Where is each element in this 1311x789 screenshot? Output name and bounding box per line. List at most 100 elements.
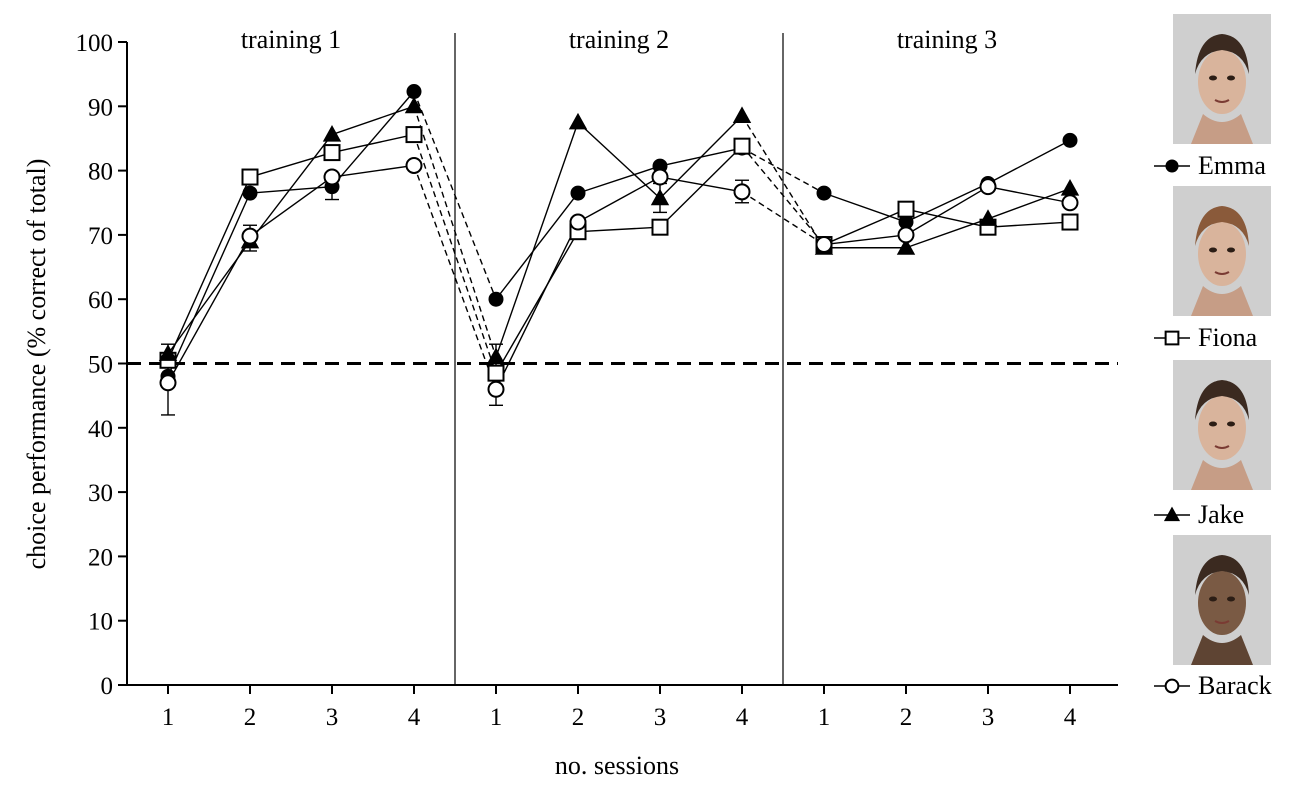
series-line-emma — [167, 192, 251, 377]
x-tick-label: 2 — [244, 704, 257, 731]
series-line-fiona — [905, 208, 989, 228]
marker-filled-triangle — [732, 106, 752, 123]
marker-open-circle — [897, 226, 915, 244]
y-tick-label: 10 — [88, 609, 113, 636]
legend-label: Emma — [1198, 151, 1266, 180]
marker-filled-triangle — [650, 188, 670, 206]
series-line-barack — [577, 176, 661, 223]
series-line-jake — [659, 115, 743, 199]
series-line-emma — [987, 139, 1071, 185]
panel-label: training 3 — [897, 25, 997, 54]
marker-filled-circle — [406, 84, 422, 100]
marker-filled-triangle — [568, 112, 588, 130]
marker-open-circle — [1164, 678, 1180, 694]
series-line-fiona — [577, 226, 661, 233]
marker-open-square — [241, 168, 259, 186]
series-line-barack — [659, 176, 743, 193]
series-line-barack — [741, 191, 825, 246]
legend-marker-open-square — [1154, 330, 1190, 346]
x-tick-label: 1 — [162, 704, 175, 731]
legend-entry-barack: Barack — [1150, 671, 1272, 701]
marker-open-circle — [569, 213, 587, 231]
series-line-fiona — [741, 145, 825, 245]
marker-filled-circle — [816, 185, 832, 201]
marker-open-square — [487, 364, 505, 382]
marker-open-circle — [241, 227, 259, 245]
x-tick-label: 3 — [982, 704, 995, 731]
y-tick-label: 100 — [76, 30, 114, 57]
axes — [118, 41, 1118, 694]
series-line-barack — [905, 186, 989, 236]
y-tick-label: 0 — [101, 673, 114, 700]
marker-open-circle — [323, 168, 341, 186]
series-line-fiona — [987, 221, 1071, 228]
series-line-barack — [167, 235, 251, 384]
x-tick-label: 4 — [408, 704, 421, 731]
series-markers — [158, 84, 1080, 398]
marker-open-circle — [979, 178, 997, 196]
marker-filled-triangle — [322, 125, 342, 142]
series-line-barack — [823, 234, 907, 246]
series-line-fiona — [413, 134, 497, 374]
x-tick-label: 3 — [326, 704, 339, 731]
legend-label: Barack — [1198, 671, 1272, 700]
series-line-emma — [413, 91, 497, 300]
series-line-barack — [249, 176, 333, 237]
legend-entry-jake: Jake — [1150, 500, 1244, 530]
series-line-emma — [331, 91, 415, 188]
x-tick-label: 1 — [490, 704, 503, 731]
marker-filled-triangle — [1163, 506, 1181, 522]
legend-marker-filled-circle — [1154, 159, 1190, 173]
legend-marker-filled-triangle — [1154, 506, 1190, 522]
marker-filled-circle — [488, 291, 504, 307]
panel-label: training 2 — [569, 25, 669, 54]
marker-open-square — [1061, 213, 1079, 231]
marker-open-circle — [815, 236, 833, 254]
marker-filled-triangle — [486, 347, 506, 365]
legend-label: Jake — [1198, 500, 1245, 529]
series-line-jake — [249, 134, 333, 242]
marker-open-circle — [487, 380, 505, 398]
series-line-jake — [987, 187, 1071, 220]
series-line-jake — [413, 106, 497, 358]
marker-open-square — [897, 200, 915, 218]
series-line-barack — [331, 164, 415, 178]
series-line-fiona — [659, 145, 743, 228]
marker-filled-circle — [570, 185, 586, 201]
y-tick-label: 20 — [88, 544, 113, 571]
young-woman-updo-portrait — [1173, 14, 1271, 144]
panel-dividers — [454, 33, 784, 685]
x-tick-label: 4 — [1064, 704, 1077, 731]
y-tick-label: 90 — [88, 94, 113, 121]
x-tick-label: 4 — [736, 704, 749, 731]
legend-entry-emma: Emma — [1150, 151, 1266, 181]
legend-entry-fiona: Fiona — [1150, 323, 1257, 353]
series-lines — [161, 91, 1071, 416]
man-short-hair-portrait — [1173, 535, 1271, 665]
marker-open-square — [733, 137, 751, 155]
series-line-emma — [823, 192, 907, 223]
marker-open-square — [405, 126, 423, 144]
series-line-fiona — [495, 231, 579, 374]
series-line-jake — [495, 122, 579, 358]
x-tick-label: 3 — [654, 704, 667, 731]
marker-filled-circle — [1062, 132, 1078, 148]
x-tick-label: 2 — [900, 704, 913, 731]
marker-filled-triangle — [896, 238, 916, 255]
series-line-fiona — [167, 176, 251, 361]
legend-marker-open-circle — [1154, 678, 1190, 694]
marker-open-square — [651, 218, 669, 236]
marker-filled-circle — [242, 185, 258, 201]
x-tick-label: 2 — [572, 704, 585, 731]
man-dark-hair-portrait — [1173, 360, 1271, 490]
series-line-fiona — [823, 208, 907, 246]
tick-labels: 0 10 20 30 40 50 60 70 80 90 100 1 2 3 4 training 1 1 2 3 4… — [76, 25, 1077, 731]
panel-label: training 1 — [241, 25, 341, 54]
series-line-barack — [495, 221, 579, 390]
x-tick-label: 1 — [818, 704, 831, 731]
y-axis-title: choice performance (% correct of total) — [22, 159, 51, 570]
series-line-jake — [577, 121, 661, 199]
series-line-emma — [741, 147, 825, 194]
y-tick-label: 80 — [88, 159, 113, 186]
